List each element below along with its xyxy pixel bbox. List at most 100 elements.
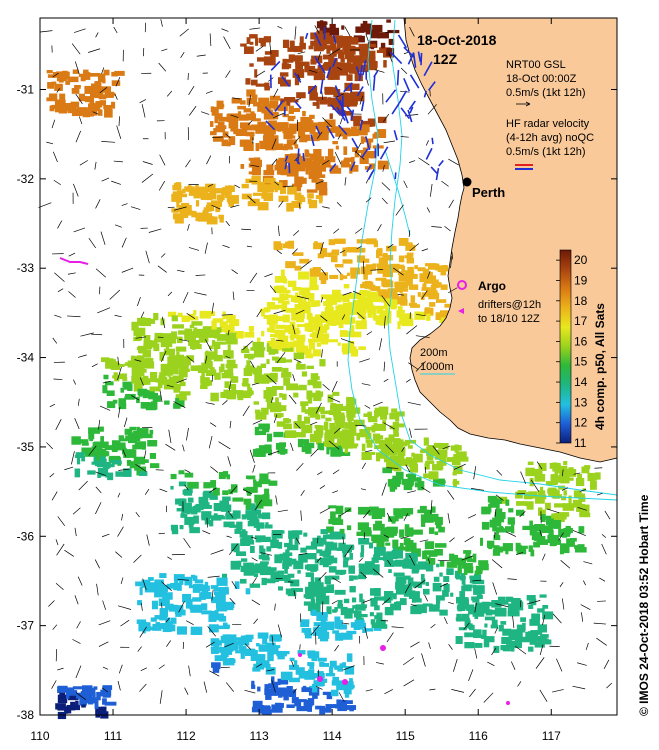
gsl-arrow: [410, 604, 417, 607]
sst-pixel: [352, 299, 363, 306]
gsl-arrow: [372, 568, 384, 578]
gsl-arrow: [182, 291, 189, 304]
sst-pixel: [307, 662, 311, 666]
sst-pixel: [537, 635, 547, 643]
sst-pixel: [480, 537, 484, 546]
sst-pixel: [227, 344, 231, 352]
sst-pixel: [417, 584, 422, 589]
sst-pixel: [166, 583, 172, 590]
sst-pixel: [193, 515, 199, 524]
sst-pixel: [216, 100, 224, 110]
sst-pixel: [530, 549, 535, 557]
sst-pixel: [302, 61, 310, 67]
gsl-arrow: [494, 509, 497, 517]
sst-pixel: [511, 599, 523, 603]
sst-pixel: [328, 555, 334, 559]
gsl-arrow: [519, 510, 526, 518]
sst-pixel: [221, 573, 228, 579]
sst-pixel: [213, 502, 226, 512]
sst-pixel: [247, 353, 254, 360]
gsl-arrow: [322, 206, 330, 209]
sst-pixel: [138, 459, 149, 463]
sst-pixel: [88, 427, 101, 434]
hf-arrow: [307, 84, 317, 95]
sst-pixel: [102, 698, 107, 705]
sst-pixel: [237, 105, 247, 110]
sst-pixel: [401, 318, 414, 327]
sst-pixel: [261, 407, 269, 415]
sst-pixel: [190, 343, 202, 350]
sst-pixel: [287, 116, 295, 122]
sst-pixel: [286, 686, 293, 690]
sst-pixel: [366, 29, 374, 35]
sst-pixel: [78, 73, 87, 77]
gsl-arrow: [366, 331, 373, 336]
sst-pixel: [182, 593, 192, 603]
gsl-arrow: [561, 598, 565, 610]
gsl-arrow: [135, 336, 147, 339]
gsl-arrow: [310, 624, 320, 636]
sst-pixel: [337, 304, 344, 313]
sst-pixel: [305, 305, 310, 313]
sst-pixel: [374, 605, 380, 611]
sst-pixel: [258, 97, 270, 105]
sst-pixel: [325, 156, 336, 163]
sst-pixel: [361, 599, 365, 607]
sst-pixel: [170, 355, 180, 363]
sst-pixel: [358, 563, 366, 568]
sst-pixel: [516, 548, 526, 554]
sst-pixel: [245, 634, 254, 640]
sst-pixel: [385, 542, 391, 546]
sst-pixel: [87, 109, 95, 117]
hf-arrow: [326, 125, 335, 139]
hf-arrow: [365, 136, 371, 151]
gsl-arrow: [121, 267, 134, 273]
hf-arrow: [423, 90, 427, 98]
sst-pixel: [319, 26, 326, 34]
gsl-arrow: [79, 116, 83, 125]
sst-pixel: [252, 341, 264, 349]
gsl-arrow: [310, 448, 319, 457]
sst-pixel: [563, 461, 568, 466]
sst-pixel: [414, 311, 426, 320]
sst-pixel: [533, 541, 541, 548]
sst-pixel: [481, 609, 490, 614]
sst-pixel: [265, 393, 272, 403]
gsl-arrow: [342, 291, 352, 296]
sst-pixel: [100, 86, 111, 93]
gsl-arrow: [88, 48, 101, 53]
sst-pixel: [211, 662, 221, 668]
sst-pixel: [241, 183, 249, 189]
gsl-arrow: [253, 618, 259, 625]
gsl-arrow: [88, 238, 96, 249]
sst-pixel: [330, 405, 337, 410]
sst-pixel: [409, 284, 419, 290]
sst-pixel: [332, 408, 342, 417]
sst-pixel: [374, 445, 385, 450]
sst-pixel: [281, 186, 287, 194]
sst-pixel: [293, 129, 297, 134]
sst-pixel: [301, 424, 313, 434]
sst-pixel: [426, 313, 431, 321]
sst-pixel: [438, 265, 449, 272]
sst-pixel: [100, 706, 107, 715]
sst-pixel: [307, 193, 314, 199]
sst-pixel: [386, 48, 395, 57]
sst-pixel: [137, 600, 142, 606]
sst-pixel: [308, 581, 320, 590]
sst-pixel: [351, 575, 358, 580]
gsl-arrow: [295, 537, 301, 545]
sst-pixel: [158, 375, 166, 383]
sst-pixel: [560, 543, 569, 553]
sst-pixel: [111, 80, 121, 86]
sst-pixel: [360, 283, 369, 289]
sst-pixel: [230, 376, 237, 383]
sst-pixel: [388, 38, 395, 46]
sst-pixel: [193, 310, 197, 316]
hf-arrow: [332, 34, 337, 44]
sst-pixel: [81, 456, 86, 462]
sst-pixel: [389, 593, 397, 597]
sst-pixel: [304, 150, 310, 158]
sst-pixel: [258, 37, 266, 44]
gsl-arrow: [95, 471, 106, 476]
